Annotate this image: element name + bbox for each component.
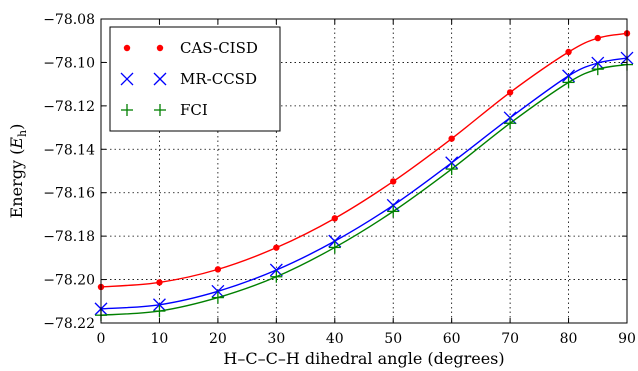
series-layer [94, 30, 634, 322]
x-axis-label: H–C–C–H dihedral angle (degrees) [223, 349, 504, 368]
x-tick-label: 70 [501, 331, 519, 347]
data-point-fci [445, 163, 458, 176]
data-point-fci [562, 76, 575, 89]
y-axis-label: Energy (Eh) [7, 124, 29, 219]
plot-frame [100, 18, 628, 324]
y-tick-label: −78.12 [43, 99, 95, 115]
x-tick-label: 60 [443, 331, 461, 347]
data-point-fci [211, 291, 224, 304]
data-point-fci [270, 270, 283, 283]
legend-entry-cas-cisd: CAS-CISD [123, 39, 258, 57]
y-tick-label: −78.16 [43, 186, 95, 202]
data-point-cas-cisd [594, 34, 601, 42]
y-tick-label: −78.10 [43, 55, 95, 71]
x-tick-label: 30 [267, 331, 285, 347]
x-tick-label: 40 [326, 331, 344, 347]
x-tick-label: 20 [209, 331, 227, 347]
x-tick-label: 0 [97, 331, 106, 347]
legend-label-mr-ccsd: MR-CCSD [180, 70, 257, 88]
x-tick-label: 10 [151, 331, 169, 347]
y-tick-label: −78.20 [43, 273, 95, 289]
legend-marker-fci [121, 104, 133, 116]
data-point-cas-cisd [506, 89, 514, 96]
data-point-cas-cisd [565, 48, 572, 56]
y-tick-label: −78.18 [43, 229, 95, 245]
legend-entry-mr-ccsd: MR-CCSD [120, 70, 257, 88]
legend-marker-cas-cisd [156, 44, 164, 52]
data-point-cas-cisd [448, 135, 455, 142]
x-tick-label: 90 [618, 331, 636, 347]
data-point-cas-cisd [156, 279, 163, 286]
x-tick-label: 50 [384, 331, 402, 347]
legend-marker-mr-ccsd [153, 72, 167, 86]
data-point-mr-ccsd [591, 56, 605, 70]
legend-marker-cas-cisd [123, 44, 131, 52]
data-point-fci [387, 205, 400, 218]
legend-label-fci: FCI [180, 101, 208, 119]
y-tick-label: −78.08 [43, 12, 95, 28]
data-point-cas-cisd [390, 178, 397, 185]
data-point-fci [328, 241, 341, 254]
legend-entry-fci: FCI [121, 101, 208, 119]
data-point-cas-cisd [331, 215, 338, 222]
legend-marker-fci [154, 104, 166, 116]
data-point-mr-ccsd [269, 263, 283, 277]
legend-label-cas-cisd: CAS-CISD [180, 39, 258, 57]
data-point-mr-ccsd [152, 298, 166, 312]
legend-marker-mr-ccsd [120, 72, 134, 86]
y-tick-label: −78.22 [43, 316, 95, 332]
y-tick-label: −78.14 [43, 142, 95, 158]
data-point-cas-cisd [273, 244, 280, 251]
data-point-fci [504, 117, 517, 130]
ticks: 0 10 20 30 40 50 60 70 80 90 −78.22 −78.20 −78.18 −78… [43, 12, 636, 347]
x-tick-label: 80 [560, 331, 578, 347]
data-point-mr-ccsd [211, 284, 225, 298]
data-point-fci [591, 63, 604, 76]
data-point-fci [153, 305, 166, 318]
legend-box [109, 26, 281, 132]
data-point-cas-cisd [214, 266, 222, 273]
series-cas-cisd [97, 30, 631, 291]
legend: CAS-CISD MR-CCSD FCI [109, 26, 281, 132]
